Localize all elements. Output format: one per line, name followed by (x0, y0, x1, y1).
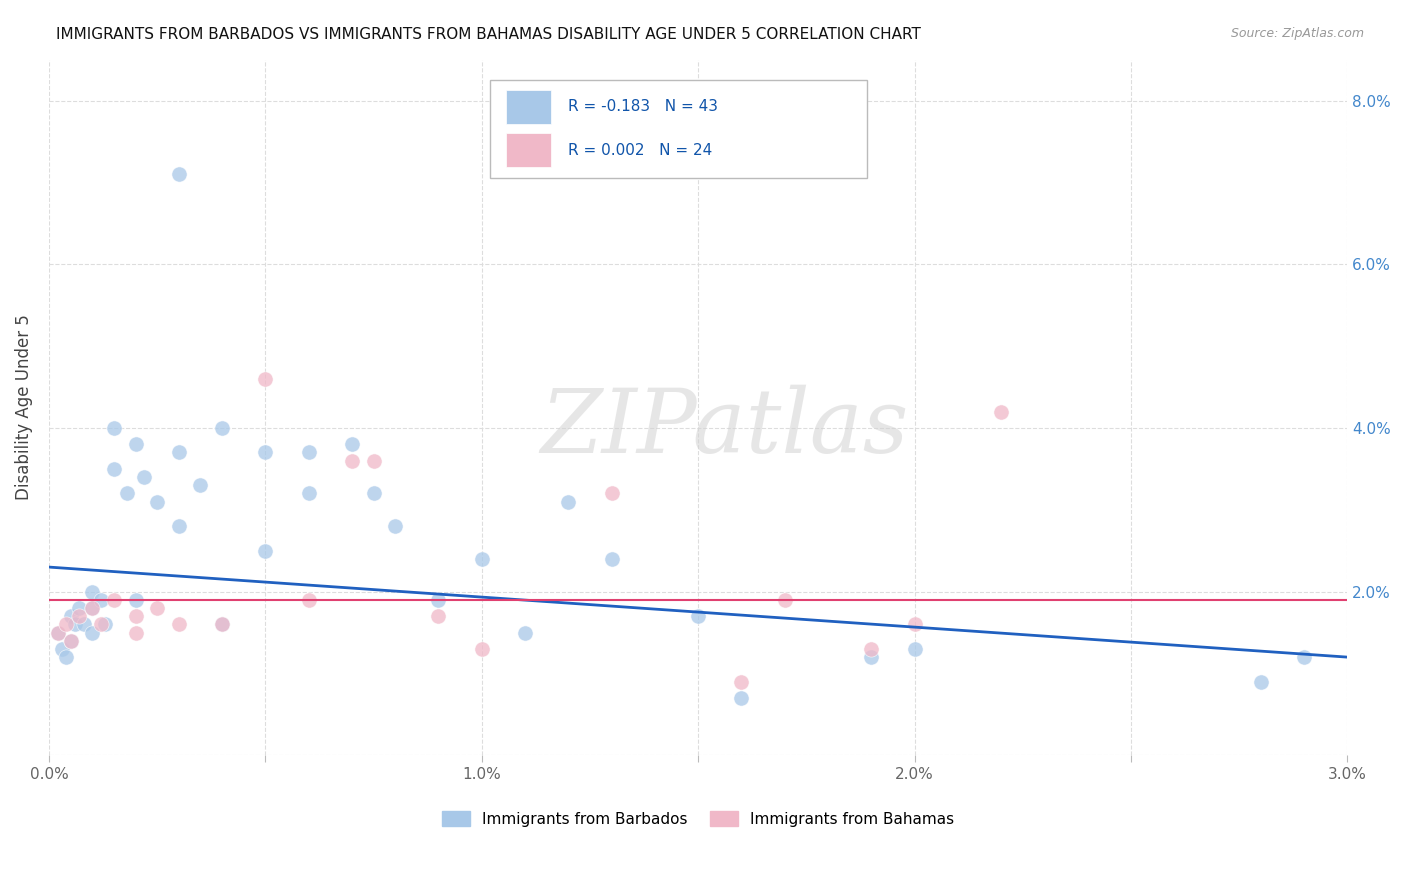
Point (903, 642, 925, 657)
Point (167, 617, 190, 632)
Point (55, 650, 77, 665)
Point (363, 453, 385, 467)
Point (67, 601, 90, 615)
Point (298, 486, 321, 500)
Point (167, 519, 190, 533)
Point (427, 592, 450, 607)
Point (90, 617, 112, 632)
Point (557, 494, 579, 508)
Point (103, 462, 125, 476)
Point (134, 470, 156, 484)
FancyBboxPatch shape (506, 133, 551, 167)
Point (211, 617, 233, 632)
Point (860, 642, 883, 657)
Legend: Immigrants from Barbados, Immigrants from Bahamas: Immigrants from Barbados, Immigrants fro… (436, 805, 960, 833)
Point (384, 519, 406, 533)
Point (471, 642, 494, 657)
Point (190, 478, 212, 492)
Point (72, 617, 94, 632)
Point (254, 372, 277, 386)
Point (600, 552, 623, 566)
Point (124, 625, 146, 640)
Point (340, 437, 363, 451)
Point (211, 421, 233, 435)
Point (59, 633, 82, 648)
FancyBboxPatch shape (506, 90, 551, 124)
Point (146, 494, 169, 508)
Point (363, 486, 385, 500)
Text: IMMIGRANTS FROM BARBADOS VS IMMIGRANTS FROM BAHAMAS DISABILITY AGE UNDER 5 CORRE: IMMIGRANTS FROM BARBADOS VS IMMIGRANTS F… (56, 27, 921, 42)
Point (773, 592, 796, 607)
Point (254, 543, 277, 558)
Point (82, 601, 104, 615)
Y-axis label: Disability Age Under 5: Disability Age Under 5 (15, 315, 32, 500)
Point (860, 650, 883, 665)
Point (51, 642, 73, 657)
Point (94, 617, 117, 632)
Point (82, 584, 104, 599)
Point (688, 609, 710, 624)
Point (600, 486, 623, 500)
Text: R = 0.002   N = 24: R = 0.002 N = 24 (568, 143, 713, 158)
Point (167, 445, 190, 459)
Point (115, 486, 138, 500)
Point (59, 609, 82, 624)
Point (124, 437, 146, 451)
Point (103, 592, 125, 607)
Point (1292, 650, 1315, 665)
Point (167, 167, 190, 181)
FancyBboxPatch shape (491, 80, 868, 178)
Text: R = -0.183   N = 43: R = -0.183 N = 43 (568, 99, 718, 114)
Point (298, 592, 321, 607)
Point (427, 609, 450, 624)
Point (59, 633, 82, 648)
Point (46, 625, 69, 640)
Point (298, 445, 321, 459)
Point (124, 592, 146, 607)
Text: ZIPatlas: ZIPatlas (540, 385, 908, 472)
Point (730, 674, 752, 689)
Text: Source: ZipAtlas.com: Source: ZipAtlas.com (1230, 27, 1364, 40)
Point (254, 445, 277, 459)
Point (90, 592, 112, 607)
Point (82, 625, 104, 640)
Point (340, 453, 363, 467)
Point (103, 421, 125, 435)
Point (55, 617, 77, 632)
Point (990, 404, 1012, 418)
Point (471, 552, 494, 566)
Point (146, 601, 169, 615)
Point (124, 609, 146, 624)
Point (67, 609, 90, 624)
Point (1250, 674, 1272, 689)
Point (46, 625, 69, 640)
Point (903, 617, 925, 632)
Point (63, 617, 86, 632)
Point (82, 601, 104, 615)
Point (211, 617, 233, 632)
Point (513, 625, 536, 640)
Point (730, 691, 752, 706)
